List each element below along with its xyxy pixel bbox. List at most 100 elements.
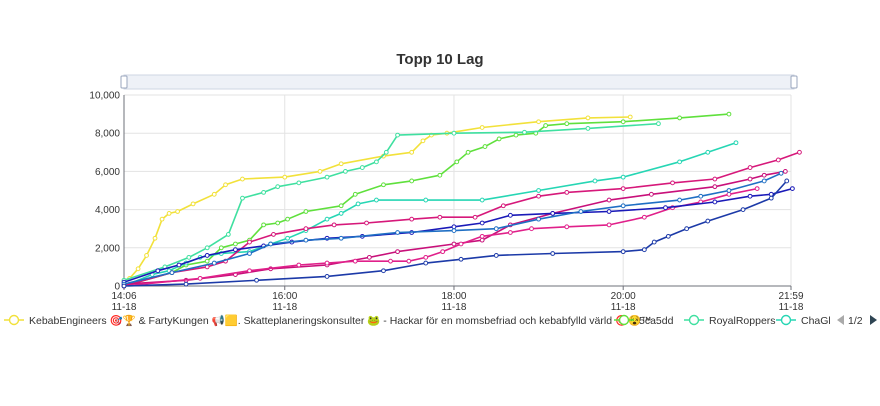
data-point[interactable] xyxy=(409,178,415,184)
data-point[interactable] xyxy=(233,247,238,253)
data-point[interactable] xyxy=(359,165,365,170)
data-point[interactable] xyxy=(585,126,591,131)
data-point[interactable] xyxy=(240,176,245,182)
data-point[interactable] xyxy=(479,197,485,203)
data-point[interactable] xyxy=(121,283,127,289)
data-point[interactable] xyxy=(705,218,711,224)
data-point[interactable] xyxy=(247,251,252,256)
data-point[interactable] xyxy=(352,258,358,264)
data-point[interactable] xyxy=(303,226,309,232)
data-point[interactable] xyxy=(282,174,288,180)
data-point[interactable] xyxy=(409,149,415,155)
data-point[interactable] xyxy=(726,111,732,117)
data-point[interactable] xyxy=(152,235,158,241)
datazoom-handle-left[interactable] xyxy=(120,75,128,89)
data-point[interactable] xyxy=(225,232,231,237)
data-point[interactable] xyxy=(651,239,657,245)
data-point[interactable] xyxy=(271,232,276,237)
data-point[interactable] xyxy=(592,178,598,184)
data-point[interactable] xyxy=(254,277,259,283)
data-point[interactable] xyxy=(190,201,196,207)
data-point[interactable] xyxy=(536,216,541,222)
data-point[interactable] xyxy=(409,216,415,222)
data-point[interactable] xyxy=(536,188,541,193)
data-point[interactable] xyxy=(482,144,488,149)
data-point[interactable] xyxy=(324,260,330,266)
data-point[interactable] xyxy=(606,197,612,203)
data-point[interactable] xyxy=(451,224,457,230)
data-point[interactable] xyxy=(620,203,626,209)
legend-item[interactable]: 5ca5dd xyxy=(614,314,674,327)
data-point[interactable] xyxy=(778,170,784,176)
data-point[interactable] xyxy=(169,270,175,276)
data-point[interactable] xyxy=(500,203,506,209)
data-point[interactable] xyxy=(665,233,671,239)
data-point[interactable] xyxy=(324,274,330,279)
data-point[interactable] xyxy=(747,193,753,199)
data-point[interactable] xyxy=(135,266,141,272)
datazoom-track[interactable] xyxy=(123,74,795,90)
data-point[interactable] xyxy=(513,132,519,138)
data-point[interactable] xyxy=(479,237,485,243)
data-point[interactable] xyxy=(204,253,210,258)
data-point[interactable] xyxy=(218,245,224,251)
data-point[interactable] xyxy=(479,125,485,130)
data-point[interactable] xyxy=(627,114,633,120)
data-point[interactable] xyxy=(374,159,379,165)
data-point[interactable] xyxy=(275,220,281,226)
data-point[interactable] xyxy=(166,211,172,216)
data-point[interactable] xyxy=(296,180,302,186)
data-point[interactable] xyxy=(712,176,718,182)
data-point[interactable] xyxy=(211,260,217,266)
data-point[interactable] xyxy=(364,220,369,226)
data-point[interactable] xyxy=(472,214,478,220)
data-point[interactable] xyxy=(211,191,217,197)
data-point[interactable] xyxy=(493,253,499,258)
data-point[interactable] xyxy=(747,176,753,182)
data-point[interactable] xyxy=(620,186,626,191)
data-point[interactable] xyxy=(296,262,302,268)
data-point[interactable] xyxy=(797,149,802,155)
data-point[interactable] xyxy=(606,209,612,214)
data-point[interactable] xyxy=(451,130,457,136)
data-point[interactable] xyxy=(754,186,760,191)
data-point[interactable] xyxy=(176,262,182,268)
data-point[interactable] xyxy=(423,254,429,260)
data-point[interactable] xyxy=(564,224,570,230)
data-point[interactable] xyxy=(374,197,379,203)
data-point[interactable] xyxy=(324,216,330,222)
data-point[interactable] xyxy=(458,256,464,262)
data-point[interactable] xyxy=(761,172,767,178)
data-point[interactable] xyxy=(388,258,393,264)
data-point[interactable] xyxy=(663,205,668,211)
data-point[interactable] xyxy=(712,184,718,190)
data-point[interactable] xyxy=(395,249,400,255)
data-point[interactable] xyxy=(338,235,344,241)
data-point[interactable] xyxy=(550,211,556,216)
data-point[interactable] xyxy=(247,268,252,274)
data-point[interactable] xyxy=(303,237,309,243)
data-point[interactable] xyxy=(740,207,746,213)
data-point[interactable] xyxy=(275,184,281,190)
data-point[interactable] xyxy=(285,216,290,222)
data-point[interactable] xyxy=(698,193,704,199)
data-point[interactable] xyxy=(606,222,612,228)
chevron-right-icon[interactable] xyxy=(870,315,877,325)
data-point[interactable] xyxy=(775,157,781,163)
data-point[interactable] xyxy=(352,191,358,197)
data-point[interactable] xyxy=(451,241,457,247)
data-point[interactable] xyxy=(507,230,513,235)
data-point[interactable] xyxy=(144,253,149,258)
data-point[interactable] xyxy=(578,209,584,214)
data-point[interactable] xyxy=(784,178,790,184)
data-point[interactable] xyxy=(656,121,661,127)
data-point[interactable] xyxy=(585,115,591,121)
data-point[interactable] xyxy=(768,195,774,201)
data-point[interactable] xyxy=(522,129,527,135)
data-point[interactable] xyxy=(186,254,192,260)
data-point[interactable] xyxy=(338,211,344,216)
data-point[interactable] xyxy=(303,209,309,214)
data-point[interactable] xyxy=(395,230,400,235)
data-point[interactable] xyxy=(395,132,400,138)
data-point[interactable] xyxy=(782,169,788,174)
